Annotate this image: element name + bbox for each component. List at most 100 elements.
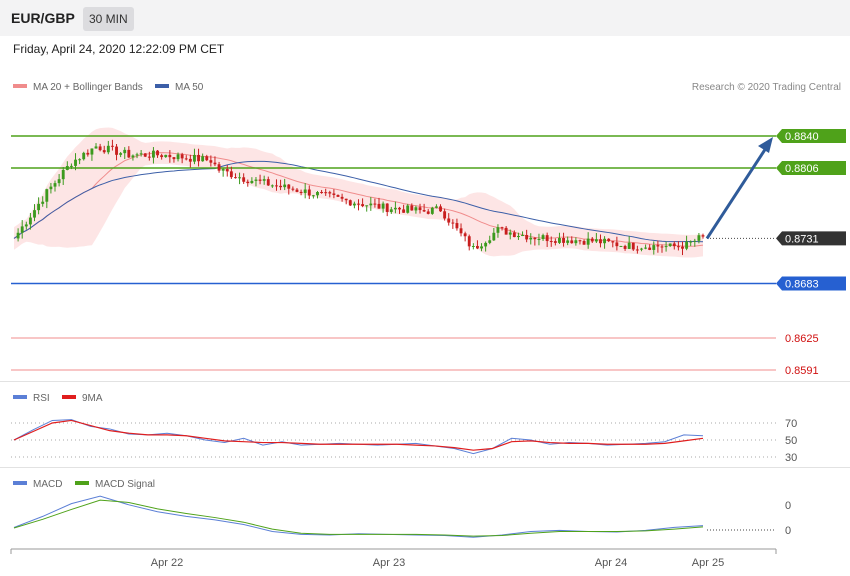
candle [135, 152, 139, 159]
candle [545, 232, 549, 247]
candle-body [348, 200, 352, 206]
candle [648, 244, 652, 251]
candle-body [147, 156, 151, 158]
candle [586, 232, 590, 249]
candle-body [246, 181, 250, 184]
candle-body [660, 246, 664, 248]
candle-body [143, 153, 147, 157]
candle-body [156, 150, 159, 156]
candle-body [299, 191, 303, 193]
candle-body [406, 205, 410, 213]
candle-body [238, 177, 242, 179]
candle-body [467, 236, 471, 247]
candle [517, 232, 520, 240]
timeframe-button[interactable]: 30 MIN [83, 7, 134, 31]
candle-body [381, 203, 385, 209]
candle-body [574, 240, 578, 244]
candle-body [414, 207, 418, 211]
candle [238, 172, 242, 185]
candle [164, 154, 168, 158]
candle-body [94, 146, 98, 149]
candle [393, 201, 397, 214]
rsi-tick-label: 70 [785, 418, 797, 430]
candle-body [283, 184, 287, 188]
candle [492, 228, 496, 241]
panel-divider [0, 381, 850, 382]
candle-body [123, 149, 127, 154]
candle [254, 177, 258, 187]
candle-body [607, 238, 611, 242]
candle [681, 241, 684, 256]
candle-body [402, 209, 406, 213]
candle [193, 148, 196, 165]
candle-body [471, 245, 475, 247]
candle-body [69, 165, 73, 167]
candle [365, 205, 369, 212]
candle [631, 242, 635, 251]
candle-body [254, 179, 258, 181]
candle [398, 206, 401, 214]
candle-body [480, 246, 483, 249]
candle-body [434, 206, 438, 208]
candle [533, 237, 537, 246]
candle-body [188, 158, 192, 162]
candle-body [508, 232, 512, 235]
candle-body [517, 235, 520, 238]
x-tick-label: Apr 22 [151, 557, 183, 569]
candle-body [599, 239, 602, 244]
candle-body [213, 162, 217, 165]
candle [496, 224, 500, 238]
price-tag-bg [776, 129, 846, 143]
candle [28, 212, 32, 230]
candle [250, 177, 254, 184]
candle-body [295, 189, 299, 192]
candle-body [82, 152, 86, 160]
candle-body [225, 169, 229, 172]
candle-body [484, 242, 488, 247]
candle-body [631, 242, 635, 250]
candle [512, 230, 516, 238]
candle-body [57, 179, 61, 184]
candle [348, 199, 352, 207]
candle-body [521, 235, 524, 237]
candle [160, 153, 164, 160]
candle [451, 219, 455, 229]
candle [41, 196, 45, 207]
forecast-arrow-head [758, 137, 773, 153]
candle [340, 193, 344, 202]
candle [352, 201, 356, 209]
x-tick-label: Apr 23 [373, 557, 405, 569]
candle [414, 205, 418, 214]
rsi-ma-legend-swatch [62, 395, 76, 399]
candle [197, 148, 200, 167]
candle-body [422, 210, 426, 212]
candle [656, 240, 660, 253]
candle-body [110, 145, 114, 147]
candle-body [398, 207, 401, 210]
candle [229, 166, 233, 179]
candle [262, 175, 266, 185]
candle [426, 209, 430, 215]
candle [447, 213, 451, 226]
current-price-tag: 0.8731 [776, 231, 846, 246]
candle [295, 188, 299, 193]
candle-body [131, 155, 135, 158]
candle [168, 150, 172, 163]
candle-body [303, 189, 307, 193]
candle [266, 176, 270, 186]
candle-body [475, 245, 479, 249]
panel-divider [0, 467, 850, 468]
candle [500, 226, 504, 231]
candle-body [512, 232, 516, 238]
candle-body [459, 228, 463, 234]
candle [217, 161, 221, 173]
candle-body [242, 177, 246, 182]
ma20-legend-label: MA 20 + Bollinger Bands [33, 82, 143, 93]
candle [627, 236, 631, 250]
candle-body [266, 179, 270, 186]
candle-body [311, 195, 315, 197]
candle-body [61, 169, 65, 180]
candle-body [373, 203, 377, 205]
candle-body [590, 238, 594, 242]
candle-body [689, 241, 693, 243]
